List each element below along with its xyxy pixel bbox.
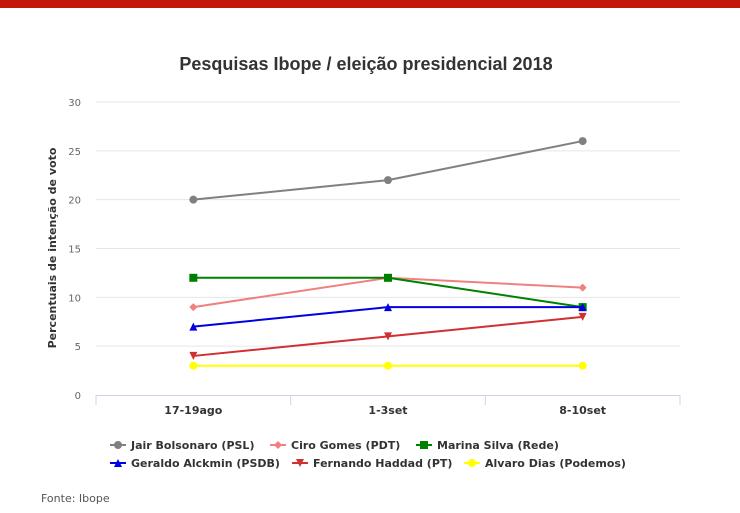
y-axis-label: Percentuais de intenção de voto [46, 147, 59, 348]
y-tick-label: 30 [68, 98, 81, 109]
data-point-marker[interactable] [189, 273, 198, 282]
series-geraldo-alckmin-psdb- [189, 303, 587, 331]
legend-item[interactable]: Fernando Haddad (PT) [292, 457, 452, 470]
y-tick-label: 15 [68, 245, 81, 256]
legend-item[interactable]: Ciro Gomes (PDT) [270, 439, 400, 452]
chart-title: Pesquisas Ibope / eleição presidencial 2… [179, 54, 552, 74]
data-point-marker[interactable] [384, 361, 392, 370]
series-line [193, 276, 583, 309]
x-tick-label: 1-3set [368, 404, 407, 417]
legend-marker-icon[interactable] [468, 459, 476, 467]
legend-label: Jair Bolsonaro (PSL) [130, 439, 254, 452]
legend-label: Geraldo Alckmin (PSDB) [131, 457, 280, 470]
y-tick-label: 20 [68, 196, 81, 207]
legend-marker-icon[interactable] [114, 459, 122, 467]
series-line [193, 276, 583, 309]
series-fernando-haddad-pt- [189, 312, 587, 360]
series-jair-bolsonaro-psl- [189, 137, 587, 204]
data-point-marker[interactable] [189, 351, 198, 360]
data-point-marker[interactable] [189, 195, 198, 204]
series-line [193, 140, 583, 201]
data-point-marker[interactable] [384, 332, 392, 341]
legend-item[interactable]: Alvaro Dias (Podemos) [464, 457, 626, 470]
legend-label: Marina Silva (Rede) [437, 439, 559, 452]
series-alvaro-dias-podemos- [189, 361, 587, 370]
legend-label: Alvaro Dias (Podemos) [485, 457, 626, 470]
data-point-marker[interactable] [189, 322, 198, 331]
legend-label: Ciro Gomes (PDT) [291, 439, 400, 452]
x-tick-label: 8-10set [559, 404, 606, 417]
y-tick-label: 0 [75, 391, 81, 402]
data-point-marker[interactable] [189, 303, 198, 312]
top-bar [0, 0, 740, 8]
legend-item[interactable]: Jair Bolsonaro (PSL) [110, 439, 254, 452]
y-tick-label: 10 [68, 293, 81, 304]
legend-marker-icon[interactable] [296, 459, 304, 467]
data-point-marker[interactable] [384, 303, 392, 312]
legend-marker-icon[interactable] [274, 441, 282, 449]
data-point-marker[interactable] [384, 273, 392, 282]
x-tick-label: 17-19ago [164, 404, 222, 417]
y-tick-label: 25 [68, 147, 81, 158]
data-point-marker[interactable] [578, 137, 587, 146]
data-point-marker[interactable] [578, 312, 587, 321]
legend-marker-icon[interactable] [420, 441, 428, 449]
legend-label: Fernando Haddad (PT) [313, 457, 452, 470]
legend-marker-icon[interactable] [114, 441, 122, 449]
source-note: Fonte: Ibope [41, 492, 110, 505]
data-point-marker[interactable] [384, 176, 392, 185]
data-point-marker[interactable] [189, 361, 198, 370]
data-point-marker[interactable] [578, 283, 587, 292]
legend-item[interactable]: Geraldo Alckmin (PSDB) [110, 457, 280, 470]
data-point-marker[interactable] [578, 361, 587, 370]
data-point-marker[interactable] [578, 303, 587, 312]
legend-item[interactable]: Marina Silva (Rede) [416, 439, 559, 452]
y-tick-label: 5 [75, 342, 81, 353]
